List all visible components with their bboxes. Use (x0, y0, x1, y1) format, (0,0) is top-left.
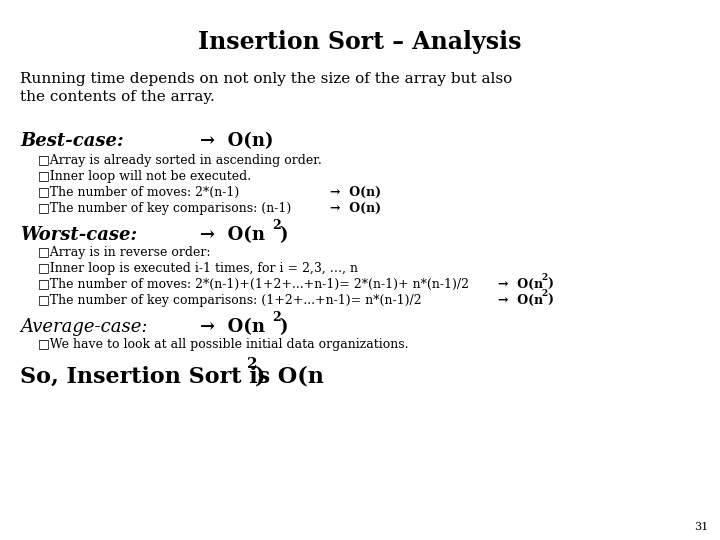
Text: 31: 31 (694, 522, 708, 532)
Text: Worst-case:: Worst-case: (20, 226, 137, 244)
Text: □The number of moves: 2*(n-1): □The number of moves: 2*(n-1) (38, 186, 239, 199)
Text: 2: 2 (541, 273, 547, 282)
Text: ): ) (279, 318, 287, 336)
Text: Average-case:: Average-case: (20, 318, 148, 336)
Text: Insertion Sort – Analysis: Insertion Sort – Analysis (198, 30, 522, 54)
Text: →  O(n: → O(n (200, 226, 265, 244)
Text: 2: 2 (272, 311, 281, 324)
Text: ): ) (547, 278, 553, 291)
Text: →  O(n): → O(n) (330, 186, 381, 199)
Text: →  O(n): → O(n) (330, 202, 381, 215)
Text: □The number of key comparisons: (n-1): □The number of key comparisons: (n-1) (38, 202, 292, 215)
Text: □We have to look at all possible initial data organizations.: □We have to look at all possible initial… (38, 338, 408, 351)
Text: →  O(n: → O(n (498, 294, 543, 307)
Text: □The number of moves: 2*(n-1)+(1+2+...+n-1)= 2*(n-1)+ n*(n-1)/2: □The number of moves: 2*(n-1)+(1+2+...+n… (38, 278, 469, 291)
Text: →  O(n: → O(n (200, 318, 265, 336)
Text: ): ) (279, 226, 287, 244)
Text: □Array is already sorted in ascending order.: □Array is already sorted in ascending or… (38, 154, 322, 167)
Text: □The number of key comparisons: (1+2+...+n-1)= n*(n-1)/2: □The number of key comparisons: (1+2+...… (38, 294, 422, 307)
Text: 2: 2 (272, 219, 281, 232)
Text: 2: 2 (541, 289, 547, 298)
Text: So, Insertion Sort is O(n: So, Insertion Sort is O(n (20, 366, 324, 388)
Text: ): ) (255, 366, 266, 388)
Text: ): ) (547, 294, 553, 307)
Text: □Inner loop will not be executed.: □Inner loop will not be executed. (38, 170, 251, 183)
Text: □Inner loop is executed i-1 times, for i = 2,3, …, n: □Inner loop is executed i-1 times, for i… (38, 262, 358, 275)
Text: →  O(n: → O(n (498, 278, 543, 291)
Text: →  O(n): → O(n) (200, 132, 274, 150)
Text: Running time depends on not only the size of the array but also
the contents of : Running time depends on not only the siz… (20, 72, 512, 104)
Text: Best-case:: Best-case: (20, 132, 124, 150)
Text: 2: 2 (247, 357, 258, 371)
Text: □Array is in reverse order:: □Array is in reverse order: (38, 246, 210, 259)
